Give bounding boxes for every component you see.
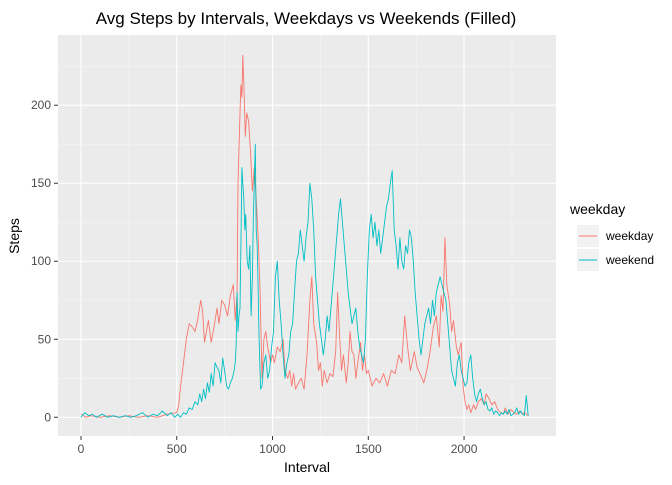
grid-minor [58, 35, 556, 436]
legend: weekday weekday weekend [569, 201, 654, 271]
x-tick-label: 0 [78, 442, 85, 456]
plot-panel [58, 35, 556, 436]
x-tick-label: 500 [167, 442, 187, 456]
x-tick-label: 2000 [451, 442, 478, 456]
chart-title: Avg Steps by Intervals, Weekdays vs Week… [96, 9, 516, 28]
x-axis-label: Interval [284, 459, 330, 475]
series-line-weekend [80, 143, 529, 418]
y-tick-label: 150 [31, 176, 51, 190]
legend-label-weekday: weekday [605, 229, 653, 243]
legend-title: weekday [569, 201, 625, 217]
y-tick-label: 200 [31, 98, 51, 112]
x-tick-label: 1500 [355, 442, 382, 456]
legend-label-weekend: weekend [605, 253, 654, 267]
y-tick-label: 100 [31, 254, 51, 268]
x-tick-label: 1000 [259, 442, 286, 456]
x-axis-ticks: 0 500 1000 1500 2000 [78, 436, 478, 456]
series-layer [80, 54, 529, 418]
y-axis-ticks: 0 50 100 150 200 [31, 98, 58, 424]
y-axis-label: Steps [6, 218, 22, 254]
legend-items: weekday weekend [577, 225, 654, 271]
y-tick-label: 50 [38, 332, 52, 346]
y-tick-label: 0 [44, 410, 51, 424]
series-line-weekday [80, 54, 529, 418]
